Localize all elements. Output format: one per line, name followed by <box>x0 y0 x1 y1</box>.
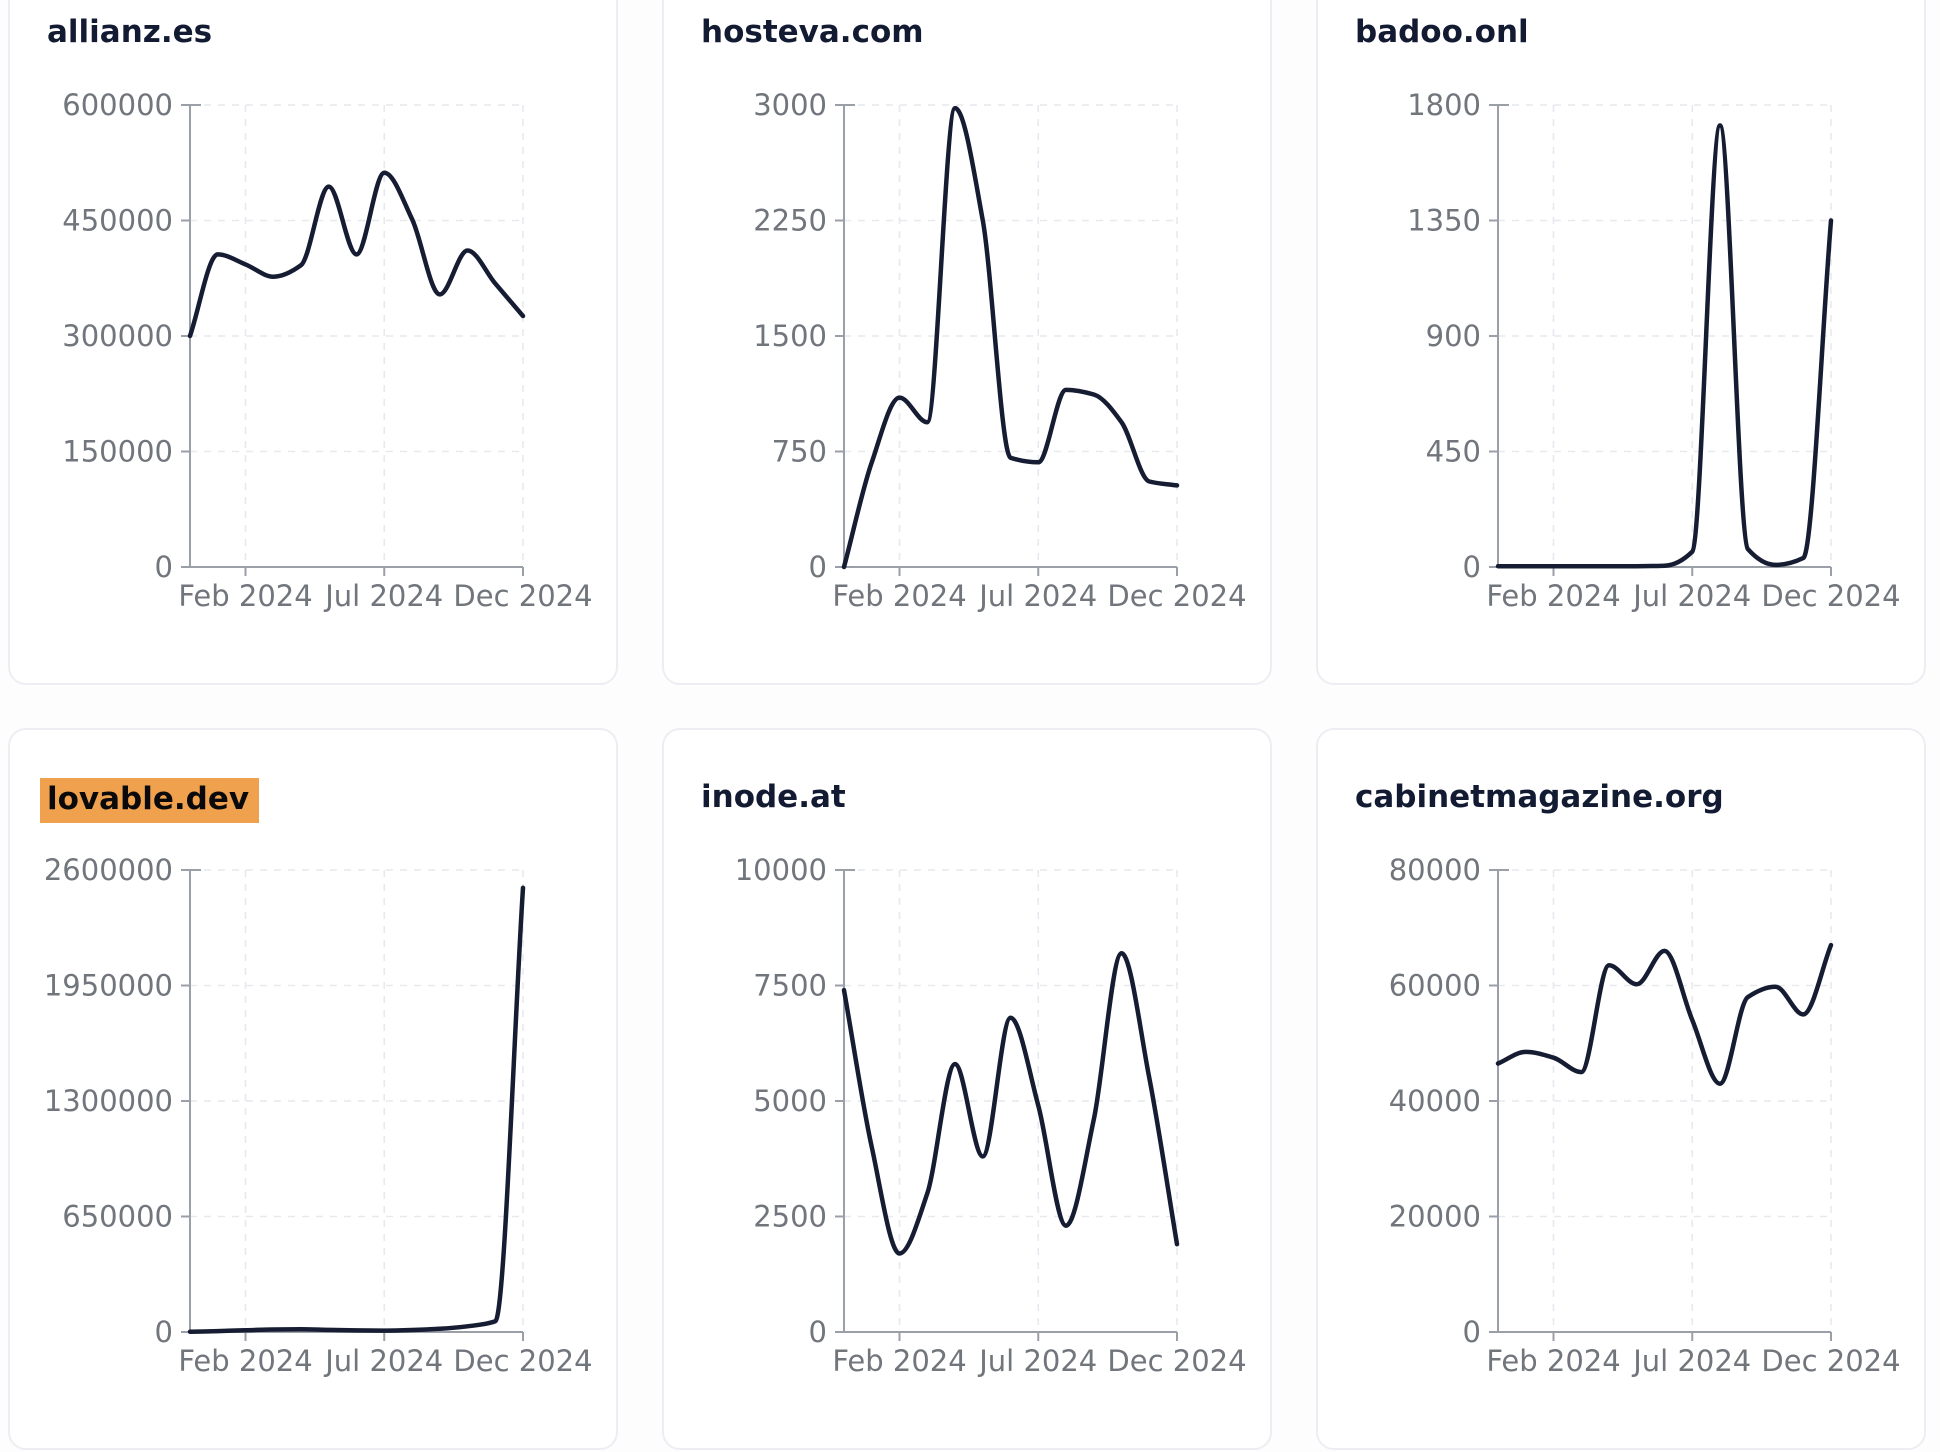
y-tick-label: 0 <box>1463 1315 1481 1349</box>
y-tick-label: 650000 <box>62 1200 173 1234</box>
card-title: lovable.dev <box>10 730 616 823</box>
trend-line <box>1495 123 1834 569</box>
y-tick-label: 2500 <box>753 1200 827 1234</box>
domain-name: cabinetmagazine.org <box>1355 779 1724 815</box>
trend-line <box>841 105 1180 570</box>
y-tick-label: 5000 <box>753 1084 827 1118</box>
x-tick-label: Dec 2024 <box>1761 1344 1900 1378</box>
line-chart: 0 20000 40000 60000 80000 Feb 2024 Jul 2024 Dec… <box>1389 853 1901 1378</box>
y-tick-label: 1800 <box>1407 88 1481 122</box>
card-badoo-onl: badoo.onl 0 450 900 1350 1800 Feb 2024 Jul 202… <box>1316 0 1926 685</box>
y-tick-label: 2600000 <box>44 853 173 887</box>
x-tick-label: Dec 2024 <box>1107 579 1246 613</box>
line-chart: 0 2500 5000 7500 10000 Feb 2024 Jul 2024 Dec 20… <box>735 853 1247 1378</box>
card-title: inode.at <box>664 730 1270 817</box>
domain-name: badoo.onl <box>1355 14 1529 50</box>
y-tick-label: 600000 <box>62 88 173 122</box>
line-chart: 0 650000 1300000 1950000 2600000 Feb 2024 Jul … <box>44 853 593 1378</box>
y-tick-label: 10000 <box>735 853 827 887</box>
y-tick-label: 1500 <box>753 319 827 353</box>
y-tick-label: 0 <box>809 550 827 584</box>
card-title: badoo.onl <box>1318 0 1924 52</box>
y-tick-label: 80000 <box>1389 853 1481 887</box>
domain-name: hosteva.com <box>701 14 924 50</box>
y-tick-label: 2250 <box>753 204 827 238</box>
card-inode-at: inode.at 0 2500 5000 7500 10000 Feb 2024 Jul 2… <box>662 728 1272 1450</box>
y-tick-label: 1950000 <box>44 969 173 1003</box>
card-title: hosteva.com <box>664 0 1270 52</box>
y-tick-label: 0 <box>155 1315 173 1349</box>
y-tick-label: 900 <box>1426 319 1481 353</box>
y-tick-label: 60000 <box>1389 969 1481 1003</box>
x-tick-label: Dec 2024 <box>1761 579 1900 613</box>
y-tick-label: 7500 <box>753 969 827 1003</box>
trend-line <box>1495 942 1834 1086</box>
y-tick-label: 1350 <box>1407 204 1481 238</box>
line-chart: 0 150000 300000 450000 600000 Feb 2024 Jul 202… <box>62 88 592 613</box>
card-lovable-dev: lovable.dev 0 650000 1300000 1950000 2600000… <box>8 728 618 1450</box>
x-tick-label: Dec 2024 <box>453 1344 592 1378</box>
y-tick-label: 3000 <box>753 88 827 122</box>
x-tick-label: Feb 2024 <box>1486 579 1620 613</box>
y-tick-label: 450 <box>1426 435 1481 469</box>
x-tick-label: Feb 2024 <box>832 1344 966 1378</box>
y-tick-label: 150000 <box>62 435 173 469</box>
y-tick-label: 0 <box>809 1315 827 1349</box>
card-allianz-es: allianz.es 0 150000 300000 450000 600000 Feb … <box>8 0 618 685</box>
x-tick-label: Dec 2024 <box>453 579 592 613</box>
card-cabinetmagazine-org: cabinetmagazine.org 0 20000 40000 60000 8000… <box>1316 728 1926 1450</box>
y-tick-label: 750 <box>772 435 827 469</box>
x-tick-label: Feb 2024 <box>178 1344 312 1378</box>
x-tick-label: Jul 2024 <box>977 1344 1097 1378</box>
x-tick-label: Feb 2024 <box>178 579 312 613</box>
trend-line <box>187 170 526 339</box>
card-title: cabinetmagazine.org <box>1318 730 1924 817</box>
y-tick-label: 0 <box>155 550 173 584</box>
y-tick-label: 40000 <box>1389 1084 1481 1118</box>
x-tick-label: Jul 2024 <box>1631 1344 1751 1378</box>
trend-line <box>187 885 526 1335</box>
domain-name: allianz.es <box>47 14 213 50</box>
x-tick-label: Feb 2024 <box>832 579 966 613</box>
y-tick-label: 20000 <box>1389 1200 1481 1234</box>
card-title: allianz.es <box>10 0 616 52</box>
y-tick-label: 450000 <box>62 204 173 238</box>
card-hosteva-com: hosteva.com 0 750 1500 2250 3000 Feb 2024 Jul … <box>662 0 1272 685</box>
x-tick-label: Jul 2024 <box>323 1344 443 1378</box>
x-tick-label: Dec 2024 <box>1107 1344 1246 1378</box>
line-chart: 0 450 900 1350 1800 Feb 2024 Jul 2024 Dec 2024 <box>1407 88 1900 613</box>
x-tick-label: Feb 2024 <box>1486 1344 1620 1378</box>
y-tick-label: 300000 <box>62 319 173 353</box>
x-tick-label: Jul 2024 <box>1631 579 1751 613</box>
line-chart: 0 750 1500 2250 3000 Feb 2024 Jul 2024 Dec 2024 <box>753 88 1246 613</box>
x-tick-label: Jul 2024 <box>323 579 443 613</box>
trend-line <box>841 950 1180 1256</box>
x-tick-label: Jul 2024 <box>977 579 1097 613</box>
domain-name: inode.at <box>701 779 846 815</box>
y-tick-label: 1300000 <box>44 1084 173 1118</box>
y-tick-label: 0 <box>1463 550 1481 584</box>
domain-name-highlighted: lovable.dev <box>40 778 260 823</box>
